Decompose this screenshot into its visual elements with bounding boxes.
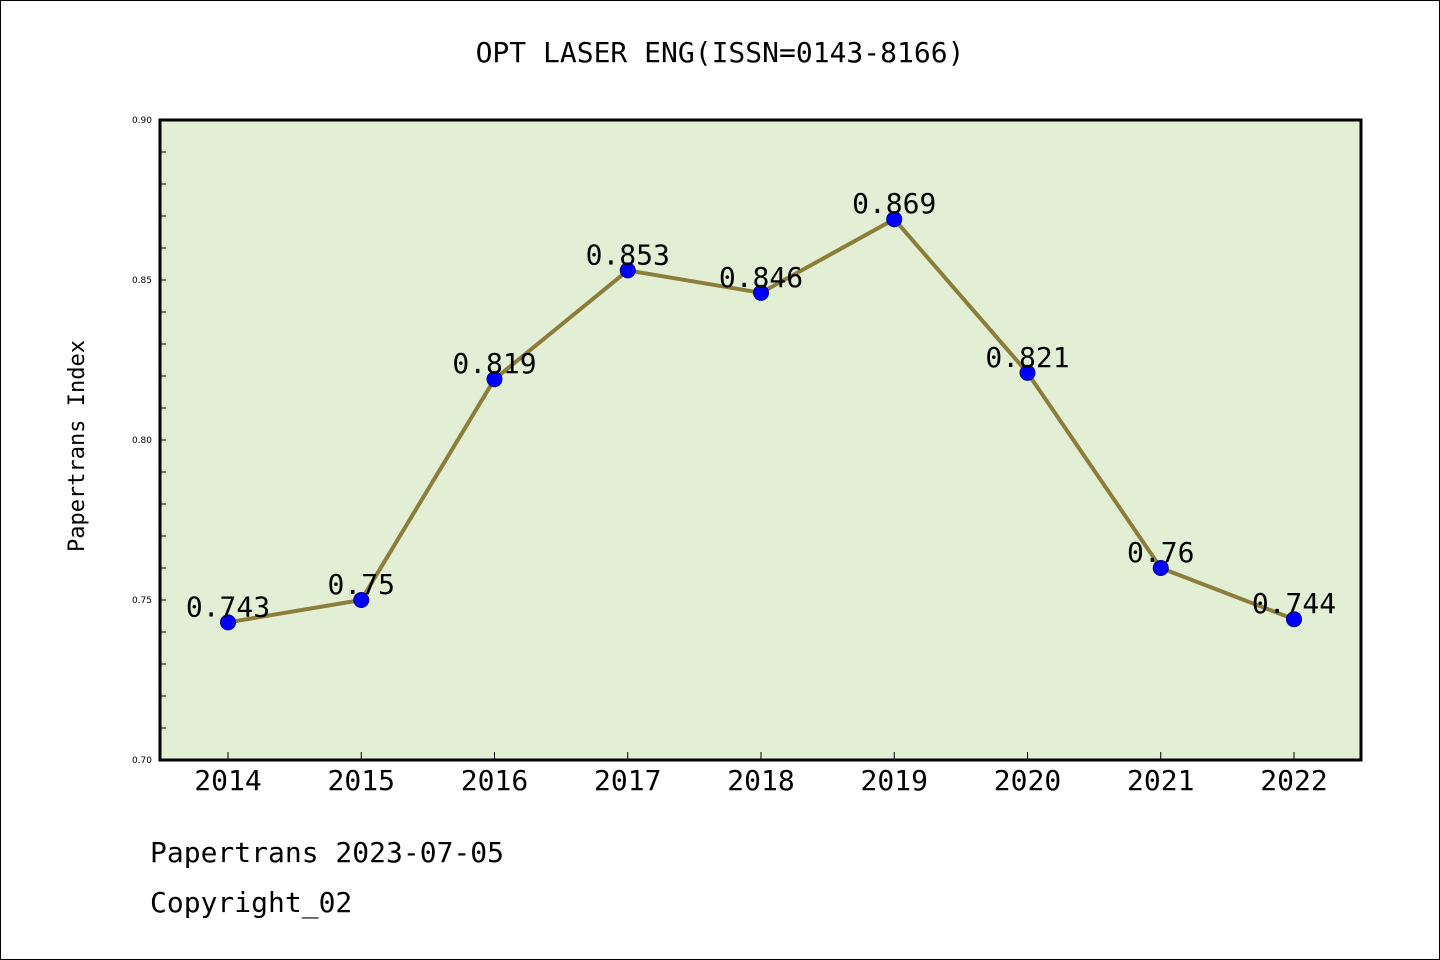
data-label: 0.75 xyxy=(328,568,395,601)
data-label: 0.744 xyxy=(1252,587,1336,620)
x-tick-label: 2020 xyxy=(994,764,1061,797)
x-tick-label: 2015 xyxy=(328,764,395,797)
data-point xyxy=(753,284,769,301)
y-tick-label: 0.75 xyxy=(132,596,152,606)
data-label: 0.853 xyxy=(586,238,670,271)
data-label: 0.743 xyxy=(186,590,270,623)
data-label: 0.869 xyxy=(852,187,936,220)
x-tick-label: 2022 xyxy=(1260,764,1327,797)
x-tick-label: 2021 xyxy=(1127,764,1194,797)
data-point xyxy=(1152,560,1169,576)
data-label: 0.821 xyxy=(985,341,1069,374)
x-tick-label: 2014 xyxy=(194,764,261,797)
plot-area xyxy=(160,120,1361,760)
data-label: 0.819 xyxy=(452,347,536,380)
y-tick-label: 0.85 xyxy=(132,276,152,286)
series-markers xyxy=(220,211,1302,631)
x-tick-label: 2016 xyxy=(461,764,528,797)
footer-date: Papertrans 2023-07-05 xyxy=(150,836,505,869)
data-point xyxy=(220,614,236,631)
plot-border xyxy=(158,118,1363,762)
x-axis: 2014 2015 2016 2017 2018 2019 2020 2021 2022 xyxy=(194,752,1328,797)
data-label: 0.76 xyxy=(1127,536,1194,569)
data-point xyxy=(486,371,503,388)
data-point xyxy=(886,211,903,228)
x-tick-label: 2017 xyxy=(594,764,661,797)
data-point xyxy=(619,262,636,279)
y-tick-label: 0.90 xyxy=(132,116,152,126)
x-tick-label: 2019 xyxy=(861,764,928,797)
y-tick-label: 0.80 xyxy=(132,436,152,446)
data-labels: 0.743 0.75 0.819 0.853 0.846 0.869 0.821 0.76 0.… xyxy=(186,187,1336,623)
data-point xyxy=(1286,611,1302,628)
data-point xyxy=(353,592,370,608)
chart-title: OPT LASER ENG(ISSN=0143-8166) xyxy=(475,36,965,69)
x-tick-label: 2018 xyxy=(727,764,794,797)
data-point xyxy=(1019,364,1036,381)
footer-copyright: Copyright_02 xyxy=(150,886,353,919)
y-axis-label: Papertrans Index xyxy=(65,340,90,552)
y-tick-label: 0.70 xyxy=(132,756,152,766)
data-label: 0.846 xyxy=(719,261,803,294)
